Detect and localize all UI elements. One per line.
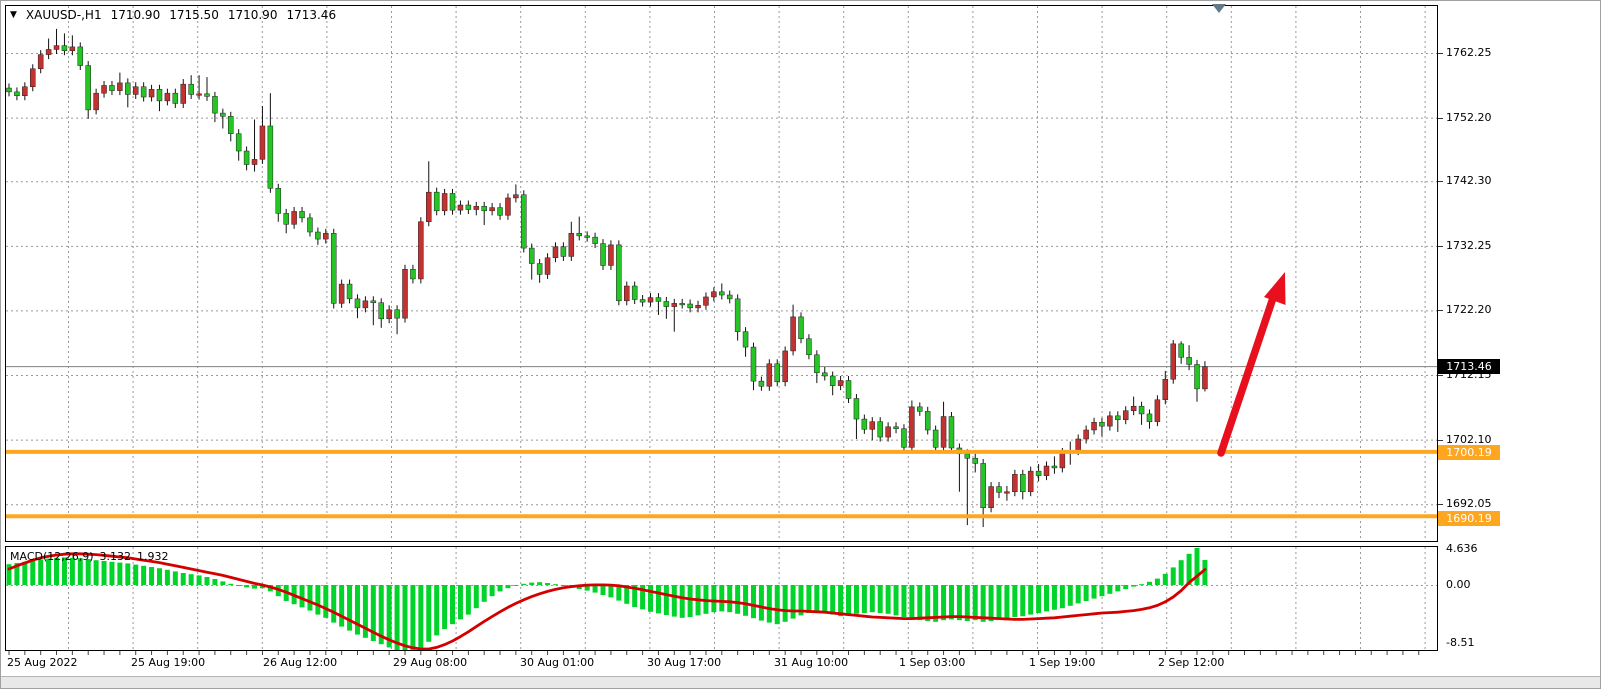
symbol-header: ▼ XAUUSD-,H1 1710.90 1715.50 1710.90 171…: [10, 8, 336, 22]
current-price-badge: 1713.46: [1438, 359, 1500, 374]
symbol-title: XAUUSD-,H1: [25, 8, 102, 22]
time-tick-label: 1 Sep 03:00: [899, 656, 966, 669]
time-tick-label: 1 Sep 19:00: [1029, 656, 1096, 669]
price-axis-tick: [1438, 246, 1443, 247]
price-tick-label: 1692.05: [1446, 497, 1492, 510]
time-tick-label: 31 Aug 10:00: [774, 656, 849, 669]
price-chart-panel[interactable]: [5, 5, 1438, 542]
time-tick-label: 30 Aug 01:00: [520, 656, 595, 669]
time-tick-label: 25 Aug 19:00: [131, 656, 206, 669]
price-axis-tick: [1438, 53, 1443, 54]
price-axis-tick: [1438, 118, 1443, 119]
macd-name-label: MACD(12,26,9): [10, 550, 94, 563]
ohlc-open: 1710.90: [110, 8, 161, 22]
support-level-badge-1700: 1700.19: [1438, 445, 1500, 460]
price-axis-tick: [1438, 440, 1443, 441]
support-level-badge-1690: 1690.19: [1438, 511, 1500, 526]
price-axis-tick: [1438, 310, 1443, 311]
macd-tick-label: 4.636: [1446, 542, 1478, 555]
price-tick-label: 1732.25: [1446, 239, 1492, 252]
ohlc-high: 1715.50: [169, 8, 219, 22]
macd-main-value: 3.132: [99, 550, 132, 563]
triangle-down-icon[interactable]: ▼: [10, 10, 17, 20]
time-tick-label: 2 Sep 12:00: [1158, 656, 1225, 669]
time-tick-label: 26 Aug 12:00: [263, 656, 338, 669]
price-tick-label: 1722.20: [1446, 303, 1492, 316]
price-axis-tick: [1438, 504, 1443, 505]
ohlc-close: 1713.46: [286, 8, 337, 22]
time-tick-label: 30 Aug 17:00: [647, 656, 722, 669]
price-axis-tick: [1438, 181, 1443, 182]
window-bottom-strip: [1, 676, 1600, 688]
macd-header: MACD(12,26,9) 3.132 1.932: [10, 550, 169, 563]
macd-indicator-panel[interactable]: [5, 546, 1438, 651]
chart-shift-marker-icon[interactable]: [1212, 4, 1226, 13]
ohlc-low: 1710.90: [227, 8, 278, 22]
price-tick-label: 1742.30: [1446, 174, 1492, 187]
time-tick-label: 29 Aug 08:00: [393, 656, 468, 669]
price-tick-label: 1762.25: [1446, 46, 1492, 59]
price-axis[interactable]: 1762.25 1752.20 1742.30 1732.25 1722.20 1712.…: [1438, 1, 1600, 651]
macd-tick-label: -8.51: [1446, 636, 1475, 649]
macd-tick-label: 0.00: [1446, 578, 1471, 591]
macd-signal-value: 1.932: [137, 550, 169, 563]
price-tick-label: 1702.10: [1446, 433, 1492, 446]
time-axis[interactable]: 25 Aug 2022 25 Aug 19:00 26 Aug 12:00 29 Au…: [1, 651, 1600, 675]
price-axis-tick: [1438, 375, 1443, 376]
price-tick-label: 1752.20: [1446, 111, 1492, 124]
time-tick-label: 25 Aug 2022: [7, 656, 78, 669]
